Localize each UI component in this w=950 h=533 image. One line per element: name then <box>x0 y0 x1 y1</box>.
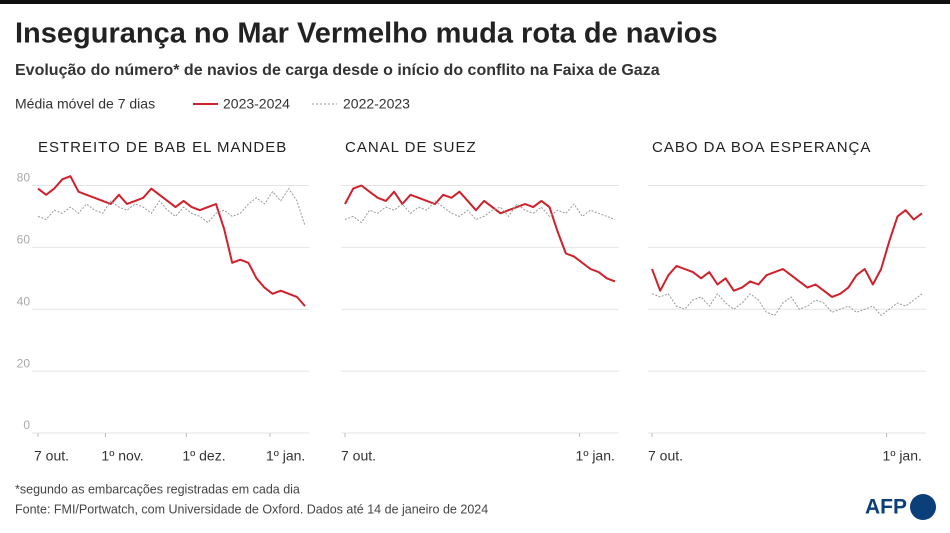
panel-title: ESTREITO DE BAB EL MANDEB <box>38 139 287 156</box>
series-line <box>37 188 306 226</box>
x-tick-label: 7 out. <box>341 448 376 464</box>
series-line <box>344 184 616 283</box>
legend-label: Média móvel de 7 dias <box>15 96 155 112</box>
y-tick-label: 60 <box>17 233 31 247</box>
series-line <box>344 200 616 224</box>
series-line <box>651 293 923 316</box>
y-tick-label: 20 <box>17 356 31 370</box>
y-tick-label: 80 <box>17 171 31 185</box>
subtitle: Evolução do número* de navios de carga d… <box>15 62 660 79</box>
x-tick-label: 1º jan. <box>266 448 305 464</box>
y-tick-label: 40 <box>17 294 31 308</box>
x-tick-label: 1º nov. <box>101 448 143 464</box>
legend-entry: 2022-2023 <box>343 96 410 112</box>
x-tick-label: 1º dez. <box>182 448 225 464</box>
top-bar <box>0 0 950 4</box>
x-tick-label: 7 out. <box>34 448 69 464</box>
panel-title: CANAL DE SUEZ <box>345 139 477 156</box>
source: Fonte: FMI/Portwatch, com Universidade d… <box>15 502 488 516</box>
footnote: *segundo as embarcações registradas em c… <box>15 482 300 496</box>
x-tick-label: 1º jan. <box>883 448 922 464</box>
logo: AFP <box>865 496 907 519</box>
x-tick-label: 1º jan. <box>576 448 615 464</box>
series-line <box>651 209 923 298</box>
y-tick-label: 0 <box>23 418 30 432</box>
logo-circle <box>910 494 936 520</box>
panel-title: CABO DA BOA ESPERANÇA <box>652 139 871 156</box>
legend-entry: 2023-2024 <box>223 96 290 112</box>
series-line <box>37 175 306 307</box>
title: Insegurança no Mar Vermelho muda rota de… <box>15 18 718 50</box>
x-tick-label: 7 out. <box>648 448 683 464</box>
